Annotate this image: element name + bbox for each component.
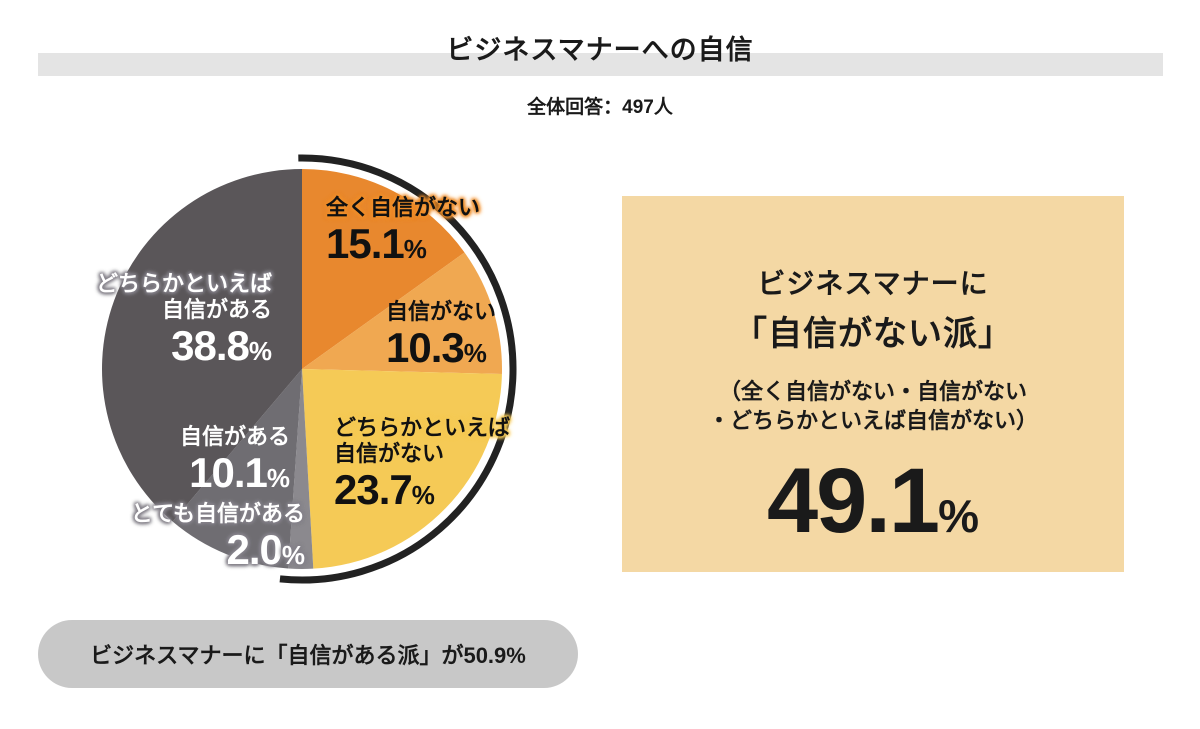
pie-segment [302,252,503,375]
pie-label-text: 自信がない [386,299,497,324]
pie-label-value: 38.8% [171,321,272,369]
page-title: ビジネスマナーへの自信 [446,35,754,65]
highlight-arc [279,154,517,584]
pie-label-text: 自信がある [161,296,272,322]
summary-line2: 「自信がない派」 [733,315,1013,353]
pie-label-value: 15.1% [326,219,427,267]
pie-label-text: 全く自信がない [326,195,481,220]
pie-label-text: とても自信がある [130,501,305,526]
pie-segment [302,369,502,569]
summary-note: （全く自信がない・自信がない ・どちらかといえば自信がない） [707,379,1038,434]
title-underline-bar [38,53,1163,76]
pie-chart: 全く自信がない 15.1% 自信がない 10.3% どちらかといえば 自信がない… [82,149,522,589]
pie-label-text: 自信がある [179,424,290,449]
pie-label-somewhat-not-confident: どちらかといえば 自信がない 23.7% [334,415,510,512]
pie-label-value: 2.0% [226,525,305,573]
pie-label-very-confident: とても自信がある 2.0% [131,501,305,572]
pie-label-text: どちらかといえば [95,271,272,296]
pie-svg [101,154,517,584]
pie-label-value: 10.1% [189,448,290,496]
pie-label-not-confident: 自信がない 10.3% [386,299,496,370]
pie-label-confident: 自信がある 10.1% [180,424,290,495]
sample-size-note: 全体回答：497人 [527,97,673,118]
pie-label-text: どちらかといえば [334,415,511,440]
pie-segment [302,169,465,369]
pie-label-value: 23.7% [334,465,435,513]
summary-value: 49.1% [767,450,979,553]
footer-pill-text: ビジネスマナーに「自信がある派」が50.9% [90,643,526,668]
pie-label-somewhat-confident: どちらかといえば 自信がある 38.8% [96,271,272,368]
pie-label-value: 10.3% [386,323,487,371]
pie-label-text: 自信がない [334,440,445,466]
pie-segment [101,169,303,522]
summary-box-not-confident: ビジネスマナーに 「自信がない派」 （全く自信がない・自信がない ・どちらかとい… [622,196,1124,572]
pie-segment [288,369,314,569]
footer-pill-confident-share: ビジネスマナーに「自信がある派」が50.9% [38,620,578,688]
summary-line1: ビジネスマナーに [757,268,989,299]
pie-segment [172,369,302,569]
pie-label-not-confident-at-all: 全く自信がない 15.1% [326,195,480,266]
